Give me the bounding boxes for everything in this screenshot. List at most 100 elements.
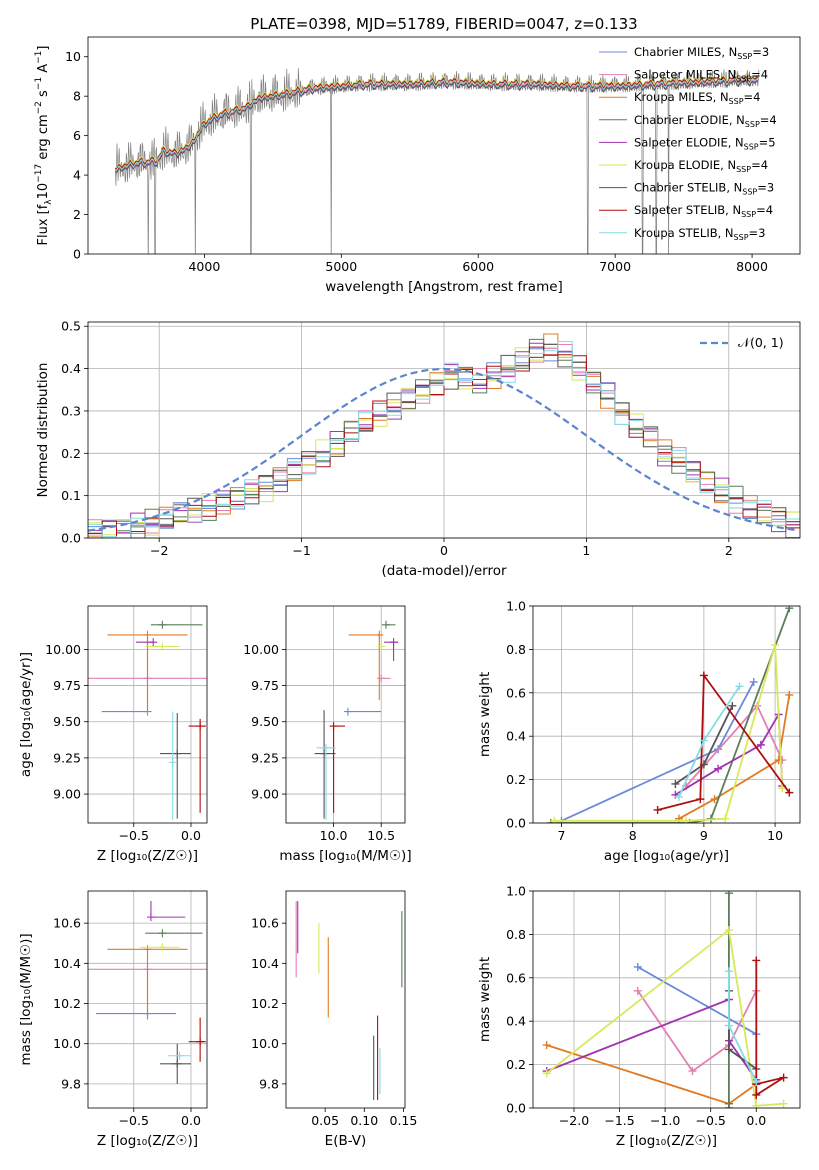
spectrum-plot-area: [115, 68, 760, 254]
mass_vs_ebv-xtick-label: 0.05: [311, 1113, 339, 1128]
data-point-kroupa-elodie: [377, 642, 386, 651]
weight-marker-kroupa-elodie: [682, 816, 691, 823]
mass_weight_vs_age-ytick-label: 0.0: [506, 816, 526, 831]
age_vs_mass-ytick-label: 10.00: [243, 642, 279, 657]
spectrum-ytick-label: 2: [73, 207, 81, 222]
data-point-salpeter-stelib: [329, 722, 338, 731]
mass_weight_vs_age-ylabel: mass weight: [477, 672, 493, 757]
mass_weight_vs_Z-frame: [532, 890, 801, 1109]
weight-marker-kroupa-stelib: [724, 967, 733, 976]
weight-marker-salpeter-elodie: [756, 740, 765, 749]
age_vs_Z-plot-area: [88, 620, 207, 821]
age_vs_Z-frame: [87, 605, 208, 824]
mass_weight_vs_age-plot-area: [546, 606, 794, 823]
legend-label-kroupa-elodie: Kroupa ELODIE, NSSP=4: [634, 158, 768, 174]
mass_weight_vs_age-xtick-label: 7: [558, 828, 566, 843]
weight-marker-kroupa-elodie: [778, 784, 787, 793]
mass_weight_vs_Z-xlabel: Z [log₁₀(Z/Z☉)]: [616, 1133, 717, 1149]
residuals-frame: [87, 321, 801, 539]
weight-line-kroupa-miles: [678, 694, 791, 820]
residuals-xlabel: (data-model)/error: [381, 563, 507, 579]
mass_weight_vs_Z-panel: −2.0 −1.5 −1.0 −0.5 0.0 0.0 0.2 0.4 0.6 0.8 1.0 Z […: [477, 884, 801, 1149]
age_vs_Z-xlabel: Z [log₁₀(Z/Z☉)]: [97, 848, 198, 864]
age_vs_mass-xtick-label: 10.5: [367, 828, 395, 843]
spectrum-ylabel-part: ]: [36, 46, 51, 51]
weight-marker-salpeter-stelib: [752, 1090, 761, 1099]
data-point-chabrier-elodie: [158, 929, 167, 938]
legend-label-part: Salpeter ELODIE, N: [634, 135, 744, 149]
legend-label-chabrier-elodie: Chabrier ELODIE, NSSP=4: [634, 113, 777, 129]
age_vs_mass-frame: [285, 605, 406, 824]
mass_vs_ebv-frame: [285, 890, 406, 1109]
residuals-ylabel: Normed distribution: [35, 363, 51, 498]
mass_vs_ebv-xtick-label: 0.10: [350, 1113, 378, 1128]
data-point-chabrier-stelib: [320, 749, 329, 758]
spectrum-ylabel-part: −2: [34, 101, 44, 114]
weight-marker-kroupa-elodie: [752, 1101, 761, 1108]
mass_weight_vs_Z-ytick-label: 0.2: [506, 1057, 526, 1072]
spectrum-ylabel-part: −17: [34, 164, 44, 183]
mass_vs_ebv-xtick-label: 0.15: [390, 1113, 418, 1128]
age_vs_Z-ytick-label: 9.25: [53, 750, 81, 765]
legend-label-part: SSP: [744, 142, 759, 151]
weight-marker-kroupa-stelib: [735, 682, 744, 691]
mass_weight_vs_Z-plot-area: [542, 891, 788, 1108]
data-point-kroupa-stelib: [321, 743, 330, 752]
figure-title: PLATE=0398, MJD=51789, FIBERID=0047, z=0…: [250, 15, 637, 33]
legend-label-kroupa-miles: Kroupa MILES, NSSP=4: [634, 90, 760, 106]
weight-marker-kroupa-miles: [542, 1041, 551, 1050]
weight-marker-salpeter-stelib: [785, 788, 794, 797]
spectrum-xtick-label: 7000: [599, 259, 631, 274]
mass_vs_Z-ylabel: mass [log₁₀(M/M☉)]: [18, 933, 34, 1065]
mass_weight_vs_Z-ytick-label: 1.0: [506, 884, 526, 899]
mass_vs_ebv-plot-area: [295, 901, 403, 1100]
weight-marker-chabrier-stelib: [728, 701, 737, 710]
spectrum-ytick-label: 10: [65, 49, 81, 64]
residuals-plot-area: [88, 333, 800, 538]
spectrum-frame: [87, 36, 801, 255]
mass_vs_ebv-ytick-label: 10.6: [251, 916, 279, 931]
weight-marker-kroupa-elodie: [771, 641, 780, 650]
legend-label-part: =4: [751, 158, 768, 172]
data-point-salpeter-elodie: [389, 638, 398, 647]
age_vs_mass-ytick-label: 9.75: [251, 678, 279, 693]
legend-label-part: Kroupa MILES, N: [634, 90, 729, 104]
mass_vs_ebv-ytick-label: 10.4: [251, 956, 279, 971]
mass_weight_vs_Z-ytick-label: 0.4: [506, 1014, 526, 1029]
residuals-xtick-label: 0: [440, 543, 448, 558]
residuals-xtick-label: −1: [292, 543, 310, 558]
model-line-kroupa-elodie: [115, 73, 758, 169]
weight-line-chabrier-miles: [637, 966, 757, 1035]
weight-marker-kroupa-stelib: [699, 736, 708, 745]
legend-label-part: SSP: [745, 120, 760, 129]
residuals-ytick-label: 0.4: [61, 361, 81, 376]
residuals-ytick-label: 0.3: [61, 403, 81, 418]
data-point-chabrier-elodie: [158, 620, 167, 629]
residuals-ytick-label: 0.5: [61, 319, 81, 334]
weight-marker-kroupa-stelib: [752, 1077, 761, 1086]
data-point-salpeter-elodie: [146, 913, 155, 922]
model-line-chabrier-stelib: [115, 79, 758, 174]
weight-marker-kroupa-elodie: [724, 926, 733, 935]
weight-marker-salpeter-elodie: [714, 764, 723, 773]
age_vs_mass-ytick-label: 9.00: [251, 787, 279, 802]
mass_weight_vs_Z-xtick-label: −1.0: [650, 1113, 680, 1128]
residuals-xtick-label: −2: [150, 543, 168, 558]
spectrum-ytick-label: 8: [73, 89, 81, 104]
mass_vs_Z-ytick-label: 10.2: [53, 996, 81, 1011]
spectrum-ylabel-part: −1: [34, 51, 44, 64]
spectrum-ylabel-part: −1: [34, 77, 44, 90]
weight-marker-salpeter-stelib: [699, 671, 708, 680]
age_vs_mass-panel: 10.0 10.5 9.00 9.25 9.50 9.75 10.00 mass [log₁₀…: [243, 605, 412, 864]
weight-marker-kroupa-elodie: [542, 1069, 551, 1078]
model-line-salpeter-stelib: [115, 75, 758, 170]
spectrum-ylabel: Flux [fλ10−17 erg cm−2 s−1 A−1]: [34, 46, 54, 246]
mass_vs_ebv-ytick-label: 9.8: [259, 1076, 279, 1091]
legend-label-part: SSP: [741, 210, 756, 219]
weight-marker-kroupa-elodie: [550, 816, 559, 823]
data-point-kroupa-miles: [143, 945, 152, 954]
age_vs_mass-xtick-label: 10.0: [320, 828, 348, 843]
weight-marker-chabrier-elodie: [785, 606, 794, 613]
data-point-kroupa-miles: [375, 630, 384, 639]
